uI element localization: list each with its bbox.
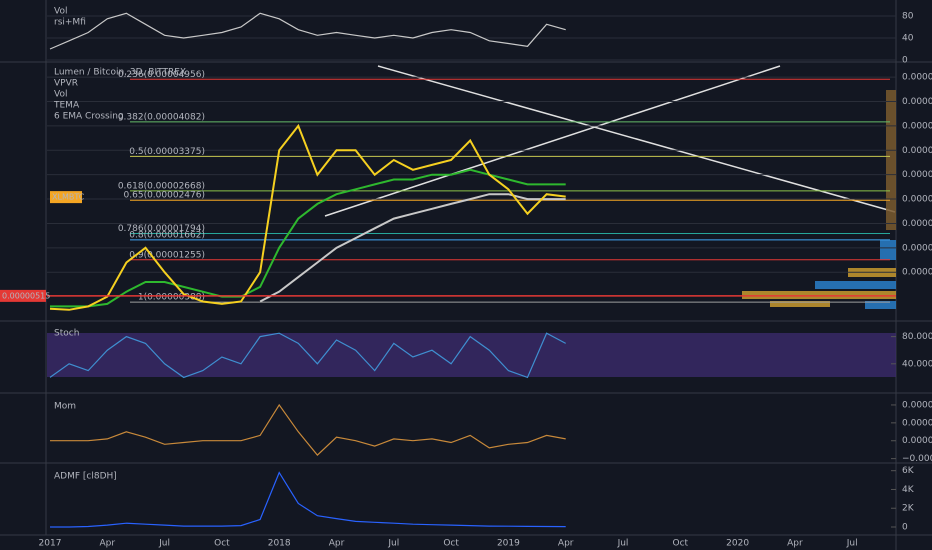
y-tick-label: −0.0000 <box>902 454 932 464</box>
y-tick-label: 0.00003000 <box>902 170 932 180</box>
x-tick-label: Apr <box>100 539 116 549</box>
x-tick-label: 2017 <box>39 539 62 549</box>
series-line <box>49 123 566 311</box>
panel-label: Lumen / Bitcoin, 3D, BITTREX <box>54 68 186 78</box>
panel-label: VPVR <box>54 79 78 89</box>
fib-label: 0.65(0.00002476) <box>124 191 205 201</box>
x-tick-label: Oct <box>214 539 230 549</box>
x-tick-label: Oct <box>673 539 689 549</box>
series-line <box>49 12 566 50</box>
series-line <box>50 403 566 456</box>
y-tick-label: 80 <box>902 12 914 22</box>
panel-label: Vol <box>54 7 67 17</box>
x-tick-label: Apr <box>558 539 574 549</box>
panel-label: Stoch <box>54 329 79 339</box>
y-tick-label: 80.0000 <box>902 332 932 342</box>
y-tick-label: 0.00004000 <box>902 121 932 131</box>
y-tick-label: 0.0000 <box>902 418 932 428</box>
y-tick-label: 0.00005000 <box>902 73 932 83</box>
y-tick-label: 0.00001500 <box>902 243 932 253</box>
series-line <box>49 332 566 379</box>
y-tick-label: 0.0000 <box>902 400 932 410</box>
panel-label: TEMA <box>53 101 80 111</box>
fib-label: 0.8(0.00001662) <box>129 230 205 240</box>
badge-label: 0.00000515 <box>2 291 50 300</box>
y-tick-label: 0 <box>902 56 908 66</box>
x-tick-label: 2020 <box>726 539 749 549</box>
x-tick-label: Apr <box>787 539 803 549</box>
panel-label: Vol <box>54 90 67 100</box>
series-line <box>50 471 566 528</box>
x-tick-label: 2019 <box>497 539 520 549</box>
fib-label: 1(0.00000388) <box>138 293 205 303</box>
fib-label: 0.236(0.00004956) <box>118 70 205 80</box>
y-tick-label: 4K <box>902 485 915 495</box>
x-tick-label: Apr <box>329 539 345 549</box>
y-tick-label: 0.00001000 <box>902 268 932 278</box>
fib-label: 0.786(0.00001794) <box>118 224 205 234</box>
y-tick-label: 0.00004500 <box>902 97 932 107</box>
fib-label: 0.618(0.00002668) <box>118 181 205 191</box>
y-tick-label: 0 <box>902 523 908 533</box>
price-badge <box>0 289 46 302</box>
y-tick-label: 0.0000 <box>902 436 932 446</box>
y-tick-label: 6K <box>902 466 915 476</box>
y-tick-label: 40.0000 <box>902 359 932 369</box>
y-tick-label: 0.00002500 <box>902 195 932 205</box>
y-tick-label: 0.00003500 <box>902 146 932 156</box>
x-tick-label: Jul <box>158 539 170 549</box>
y-tick-label: 0.00002000 <box>902 219 932 229</box>
x-tick-label: Jul <box>846 539 858 549</box>
panel-label: rsi+Mfi <box>54 18 86 28</box>
stoch-band <box>47 333 896 377</box>
badge-label: XLMBTC <box>52 193 85 202</box>
fib-label: 0.382(0.00004082) <box>118 112 205 122</box>
fib-label: 0.5(0.00003375) <box>129 147 205 157</box>
panel-label: Mom <box>54 402 76 412</box>
x-tick-label: Oct <box>443 539 459 549</box>
panel-label: ADMF [cl8DH] <box>54 472 117 482</box>
price-badge <box>50 191 82 204</box>
x-tick-label: Jul <box>387 539 399 549</box>
panel-label: 6 EMA Crossing <box>54 112 124 122</box>
x-tick-label: Jul <box>617 539 629 549</box>
fib-label: 0.9(0.00001255) <box>129 250 205 260</box>
x-tick-label: 2018 <box>268 539 291 549</box>
series-line <box>50 168 566 308</box>
y-tick-label: 40 <box>902 34 914 44</box>
y-tick-label: 2K <box>902 504 915 514</box>
